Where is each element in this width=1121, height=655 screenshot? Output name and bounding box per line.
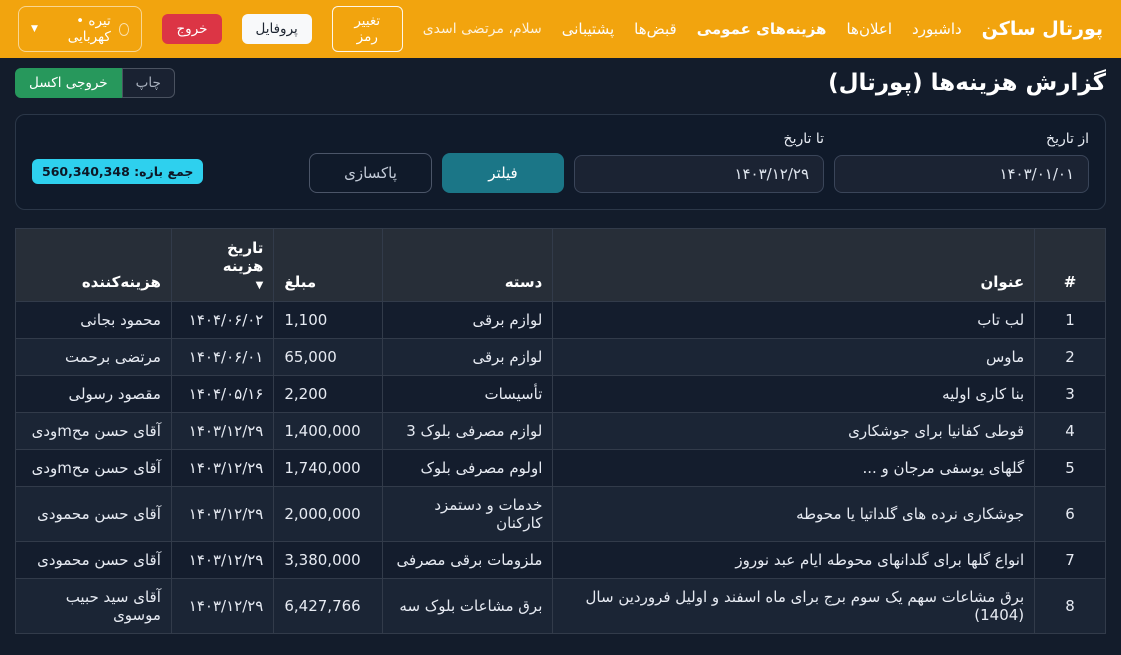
to-date-input[interactable]: [574, 155, 824, 193]
user-greeting: سلام، مرتضی اسدی: [422, 21, 542, 37]
nav-item-bills[interactable]: قبض‌ها: [634, 20, 677, 38]
change-password-button[interactable]: تغییر رمز: [331, 6, 403, 52]
filter-card: از تاریخ تا تاریخ فیلتر پاکسازی جمع بازه…: [15, 114, 1106, 210]
cell-row-number: 5: [1034, 449, 1106, 487]
cell-amount: 2,200: [273, 375, 384, 413]
cell-title: انواع گلها برای گلدانهای محوطه ایام عبد …: [552, 541, 1036, 579]
table-row: 6 جوشکاری نرده های گلداتیا یا محوطه خدما…: [15, 486, 1106, 542]
sort-descending-icon: ▼: [255, 280, 264, 291]
cell-title: جوشکاری نرده های گلداتیا یا محوطه: [552, 486, 1036, 542]
cell-title: بنا کاری اولیه: [552, 375, 1036, 413]
cell-category: لوازم مصرفی بلوک 3: [382, 412, 554, 450]
page-title: گزارش هزینه‌ها (پورتال): [828, 70, 1106, 96]
table-row: 1 لب تاب لوازم برقی 1,100 ۱۴۰۴/۰۶/۰۲ محم…: [15, 301, 1106, 339]
cell-category: لوازم برقی: [382, 338, 554, 376]
cell-title: ماوس: [552, 338, 1036, 376]
header-amount: مبلغ: [273, 228, 384, 302]
table-row: 2 ماوس لوازم برقی 65,000 ۱۴۰۴/۰۶/۰۱ مرتض…: [15, 338, 1106, 376]
cell-amount: 1,100: [273, 301, 384, 339]
brand-title[interactable]: پورتال ساکن: [981, 18, 1103, 40]
cell-spender: آقای حسن محmودی: [15, 412, 172, 450]
to-date-group: تا تاریخ: [574, 131, 824, 193]
expense-table: # عنوان دسته مبلغ تاریخ هزینه ▼ هزینه‌کن…: [15, 228, 1106, 634]
cell-title: برق مشاعات سهم یک سوم برج برای ماه اسفند…: [552, 578, 1036, 634]
cell-amount: 2,000,000: [273, 486, 384, 542]
header-title: عنوان: [552, 228, 1036, 302]
header-category: دسته: [382, 228, 554, 302]
cell-spender: آقای حسن محمودی: [15, 486, 172, 542]
table-row: 5 گلهای یوسفی مرجان و ... اولوم مصرفی بل…: [15, 449, 1106, 487]
cell-spender: آقای حسن محمودی: [15, 541, 172, 579]
excel-export-button[interactable]: خروجی اکسل: [15, 68, 122, 98]
logout-button[interactable]: خروج: [162, 14, 222, 44]
cell-spender: آقای سید حبیب موسوی: [15, 578, 172, 634]
top-navbar: پورتال ساکن داشبورد اعلان‌ها هزینه‌های ع…: [0, 0, 1121, 58]
cell-amount: 3,380,000: [273, 541, 384, 579]
cell-title: لب تاب: [552, 301, 1036, 339]
cell-category: ملزومات برقی مصرفی: [382, 541, 554, 579]
cell-spender: آقای حسن محmودی: [15, 449, 172, 487]
nav-item-announcements[interactable]: اعلان‌ها: [846, 20, 893, 38]
cell-row-number: 4: [1034, 412, 1106, 450]
theme-circle-icon: [118, 22, 130, 36]
cell-amount: 1,740,000: [273, 449, 384, 487]
cell-row-number: 7: [1034, 541, 1106, 579]
cell-expense-date: ۱۴۰۴/۰۶/۰۲: [170, 301, 275, 339]
cell-row-number: 8: [1034, 578, 1106, 634]
header-row-number: #: [1034, 228, 1106, 302]
clear-button[interactable]: پاکسازی: [309, 153, 432, 193]
cell-title: گلهای یوسفی مرجان و ...: [552, 449, 1036, 487]
table-header-row: # عنوان دسته مبلغ تاریخ هزینه ▼ هزینه‌کن…: [15, 228, 1106, 302]
cell-amount: 1,400,000: [273, 412, 384, 450]
cell-title: قوطی کفانیا برای جوشکاری: [552, 412, 1036, 450]
cell-amount: 6,427,766: [273, 578, 384, 634]
print-button[interactable]: چاپ: [121, 68, 175, 98]
cell-amount: 65,000: [273, 338, 384, 376]
cell-category: اولوم مصرفی بلوک: [382, 449, 554, 487]
table-row: 7 انواع گلها برای گلدانهای محوطه ایام عب…: [15, 541, 1106, 579]
nav-item-dashboard[interactable]: داشبورد: [912, 20, 962, 38]
theme-selector-dropdown[interactable]: تیره • کهربایی ▼: [18, 6, 143, 52]
cell-row-number: 1: [1034, 301, 1106, 339]
cell-expense-date: ۱۴۰۳/۱۲/۲۹: [170, 541, 275, 579]
table-row: 3 بنا کاری اولیه تأسیسات 2,200 ۱۴۰۴/۰۵/۱…: [15, 375, 1106, 413]
cell-row-number: 2: [1034, 338, 1106, 376]
profile-button[interactable]: پروفایل: [241, 14, 312, 44]
table-row: 4 قوطی کفانیا برای جوشکاری لوازم مصرفی ب…: [15, 412, 1106, 450]
cell-expense-date: ۱۴۰۴/۰۵/۱۶: [170, 375, 275, 413]
cell-expense-date: ۱۴۰۳/۱۲/۲۹: [170, 449, 275, 487]
cell-expense-date: ۱۴۰۳/۱۲/۲۹: [170, 578, 275, 634]
expense-table-body: 1 لب تاب لوازم برقی 1,100 ۱۴۰۴/۰۶/۰۲ محم…: [15, 301, 1106, 634]
range-total-badge: جمع بازه: 560,340,348: [32, 159, 204, 184]
cell-expense-date: ۱۴۰۳/۱۲/۲۹: [170, 412, 275, 450]
theme-selector-label: تیره • کهربایی: [67, 13, 111, 45]
cell-category: خدمات و دستمزد کارکنان: [382, 486, 554, 542]
header-spender: هزینه‌کننده: [15, 228, 172, 302]
cell-row-number: 6: [1034, 486, 1106, 542]
nav-item-support[interactable]: پشتیبانی: [561, 20, 615, 38]
cell-spender: مرتضی برحمت: [15, 338, 172, 376]
cell-expense-date: ۱۴۰۴/۰۶/۰۱: [170, 338, 275, 376]
from-date-label: از تاریخ: [1046, 131, 1089, 147]
filter-button[interactable]: فیلتر: [442, 153, 564, 193]
cell-category: لوازم برقی: [382, 301, 554, 339]
from-date-input[interactable]: [834, 155, 1089, 193]
header-expense-date[interactable]: تاریخ هزینه ▼: [170, 228, 275, 302]
from-date-group: از تاریخ: [834, 131, 1089, 193]
cell-expense-date: ۱۴۰۳/۱۲/۲۹: [170, 486, 275, 542]
cell-row-number: 3: [1034, 375, 1106, 413]
cell-spender: مقصود رسولی: [15, 375, 172, 413]
to-date-label: تا تاریخ: [783, 131, 824, 147]
table-row: 8 برق مشاعات سهم یک سوم برج برای ماه اسف…: [15, 578, 1106, 634]
cell-category: برق مشاعات بلوک سه: [382, 578, 554, 634]
export-button-group: چاپ خروجی اکسل: [15, 68, 175, 98]
chevron-down-icon: ▼: [31, 24, 38, 34]
cell-category: تأسیسات: [382, 375, 554, 413]
cell-spender: محمود بجانی: [15, 301, 172, 339]
nav-item-public-expenses[interactable]: هزینه‌های عمومی: [696, 20, 827, 38]
